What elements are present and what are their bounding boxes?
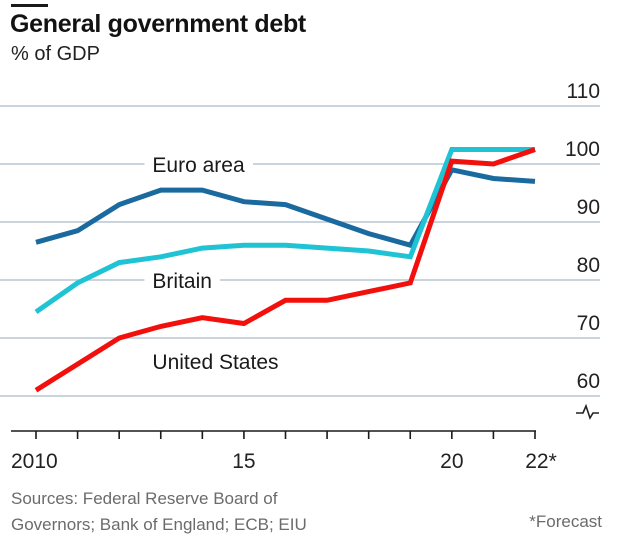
sources-line-1: Sources: Federal Reserve Board of (11, 489, 278, 508)
y-tick-label-90: 90 (577, 196, 600, 219)
x-tick-label-2010: 2010 (11, 450, 58, 473)
forecast-footnote: *Forecast (529, 512, 602, 531)
x-tick-label-2022: 22* (525, 450, 557, 473)
series-line-united_states (34, 147, 536, 393)
header-rule (11, 4, 48, 7)
y-tick-label-80: 80 (577, 254, 600, 277)
x-tick-label-2015: 15 (232, 450, 255, 473)
series-label-united_states: United States (152, 351, 278, 374)
series-line-euro_area (35, 166, 536, 249)
axis-break-icon (576, 403, 599, 420)
y-axis-labels: 60 70 80 90 100 110 (565, 80, 600, 393)
series-label-backgrounds (144, 156, 287, 373)
x-axis: 2010 15 20 22* (11, 430, 557, 473)
series-label-britain: Britain (152, 270, 212, 293)
chart-title: General government debt (10, 10, 306, 38)
y-tick-label-100: 100 (565, 138, 600, 161)
series-label-bg-united_states (144, 353, 287, 373)
series-label-euro_area: Euro area (152, 154, 245, 177)
series-label-bg-euro_area (144, 156, 253, 175)
y-tick-label-70: 70 (577, 312, 600, 335)
sources-line-2: Governors; Bank of England; ECB; EIU (11, 515, 307, 534)
x-tick-label-2020: 20 (440, 450, 463, 473)
series-label-bg-britain (144, 272, 220, 291)
y-tick-label-60: 60 (577, 370, 600, 393)
axis-break-icon (576, 403, 599, 420)
series-line-britain (34, 147, 535, 314)
y-tick-label-110: 110 (567, 80, 600, 103)
series-lines (34, 147, 536, 393)
series-labels: Euro area Britain United States (152, 154, 278, 374)
sources-note: Sources: Federal Reserve Board of Govern… (11, 486, 307, 538)
chart-subtitle: % of GDP (11, 43, 100, 65)
